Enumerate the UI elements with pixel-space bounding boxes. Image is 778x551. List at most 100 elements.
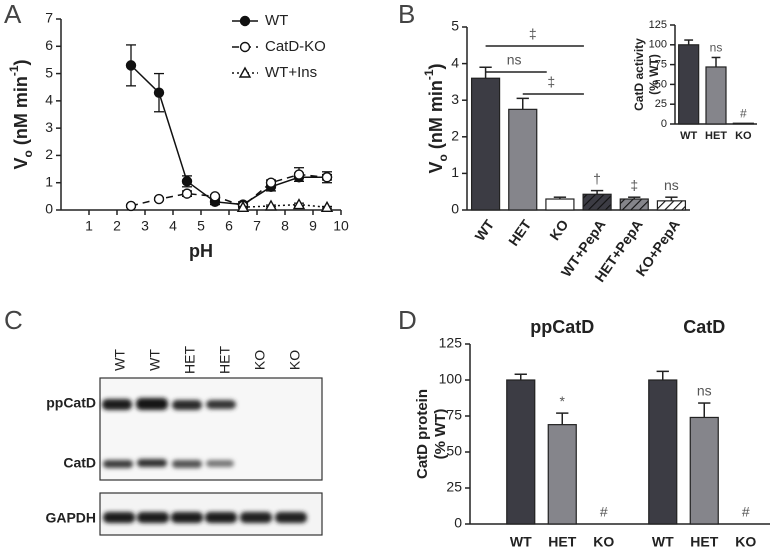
y-tick-label: 2 — [45, 146, 53, 162]
x-axis-label: pH — [189, 241, 213, 261]
y-tick-label: 100 — [439, 371, 463, 387]
y-tick-label: 0 — [45, 201, 53, 217]
point — [265, 177, 277, 188]
x-tick-label: HET — [548, 534, 576, 550]
y-tick-label: 25 — [446, 479, 462, 495]
y-tick-label: 50 — [446, 443, 462, 459]
y-axis-label-part: ) — [11, 59, 31, 65]
point — [320, 200, 334, 212]
blot-lane-label: HET — [182, 346, 198, 374]
y-axis-label: Vo (nM min-1) — [422, 63, 450, 173]
y-tick-label: 100 — [649, 39, 667, 51]
blot-lane-label: WT — [112, 349, 128, 371]
panel-label: B — [398, 0, 415, 29]
y-tick-label: 75 — [446, 407, 462, 423]
y-axis-label-part: -1 — [422, 69, 436, 80]
panel-label: C — [4, 305, 23, 335]
y-tick-label: 0 — [661, 118, 667, 130]
x-tick-label: KO — [546, 217, 571, 243]
legend-marker — [239, 41, 251, 53]
bar-annotation: ns — [710, 41, 723, 55]
bar-annotation: † — [593, 170, 601, 186]
blot-row-label: ppCatD — [46, 395, 96, 411]
legend-marker — [239, 15, 251, 27]
bar — [648, 379, 678, 525]
y-axis-label-part: (nM min — [11, 76, 31, 150]
bar-annotation: ns — [664, 177, 679, 193]
y-axis-label-part: V — [11, 158, 31, 170]
x-tick-label: HET — [505, 216, 534, 248]
y-tick-label: 75 — [655, 59, 667, 71]
group-title: CatD — [683, 317, 725, 337]
bar — [506, 379, 536, 525]
series-line — [130, 173, 328, 207]
x-tick-label: WT — [471, 216, 497, 243]
y-axis-label-part: o — [21, 150, 35, 157]
x-tick-label: 7 — [253, 218, 261, 234]
x-tick-label: 5 — [197, 218, 205, 234]
y-tick-label: 1 — [451, 164, 459, 180]
y-tick-label: 50 — [655, 78, 667, 90]
point — [264, 199, 278, 211]
point — [153, 193, 165, 205]
blot-lane-label: KO — [287, 350, 303, 370]
y-axis-label-part: V — [426, 162, 446, 174]
bar — [705, 66, 727, 125]
y-axis-label: (% WT) — [647, 54, 661, 95]
y-tick-label: 5 — [451, 18, 459, 34]
point — [209, 191, 221, 202]
y-tick-label: 0 — [451, 201, 459, 217]
bar — [508, 108, 538, 211]
comparison-label: ‡ — [547, 74, 555, 90]
bar — [732, 122, 754, 125]
x-tick-label: 2 — [113, 218, 121, 234]
y-axis-label-part: -1 — [7, 65, 21, 76]
bands — [102, 398, 307, 523]
comparison-label: ‡ — [529, 26, 537, 42]
y-tick-label: 3 — [451, 91, 459, 107]
bar-annotation: # — [600, 504, 608, 520]
bar — [545, 198, 575, 211]
y-axis-label: Vo (nM min-1) — [7, 59, 35, 169]
x-tick-label: HET — [690, 534, 718, 550]
blot-lane-label: HET — [217, 346, 233, 374]
point — [125, 200, 137, 212]
comparison-label: ns — [507, 52, 522, 68]
point — [321, 172, 333, 183]
group-title: ppCatD — [530, 317, 594, 337]
y-tick-label: 3 — [45, 119, 53, 135]
x-tick-label: KO — [735, 534, 756, 550]
y-tick-label: 0 — [454, 515, 462, 531]
x-tick-label: 3 — [141, 218, 149, 234]
x-tick-label: 6 — [225, 218, 233, 234]
y-axis-label-part: ) — [426, 63, 446, 69]
bar — [470, 77, 501, 211]
bar — [689, 416, 719, 525]
bar — [547, 424, 577, 525]
point — [293, 169, 305, 180]
series-line — [242, 203, 328, 209]
panel-label: D — [398, 305, 417, 335]
x-tick-label: 10 — [333, 218, 349, 234]
y-axis-label-part: o — [436, 154, 450, 161]
bar — [656, 200, 687, 211]
x-tick-label: KO — [593, 534, 614, 550]
y-tick-label: 25 — [655, 98, 667, 110]
x-tick-label: WT — [510, 534, 532, 550]
bar-annotation: * — [560, 393, 566, 409]
y-tick-label: 7 — [45, 10, 53, 26]
bar — [619, 198, 649, 211]
point — [125, 60, 137, 71]
y-tick-label: 4 — [451, 54, 459, 70]
y-axis-label: (% WT) — [432, 409, 449, 460]
y-axis-label: CatD activity — [632, 38, 646, 111]
y-tick-label: 5 — [45, 64, 53, 80]
legend-label: WT+Ins — [265, 64, 317, 81]
y-tick-label: 2 — [451, 128, 459, 144]
blot-row-label: GAPDH — [45, 510, 96, 526]
x-tick-label: 9 — [309, 218, 317, 234]
point — [181, 188, 193, 199]
panel-label: A — [4, 0, 22, 29]
x-tick-label: HET — [705, 130, 727, 142]
